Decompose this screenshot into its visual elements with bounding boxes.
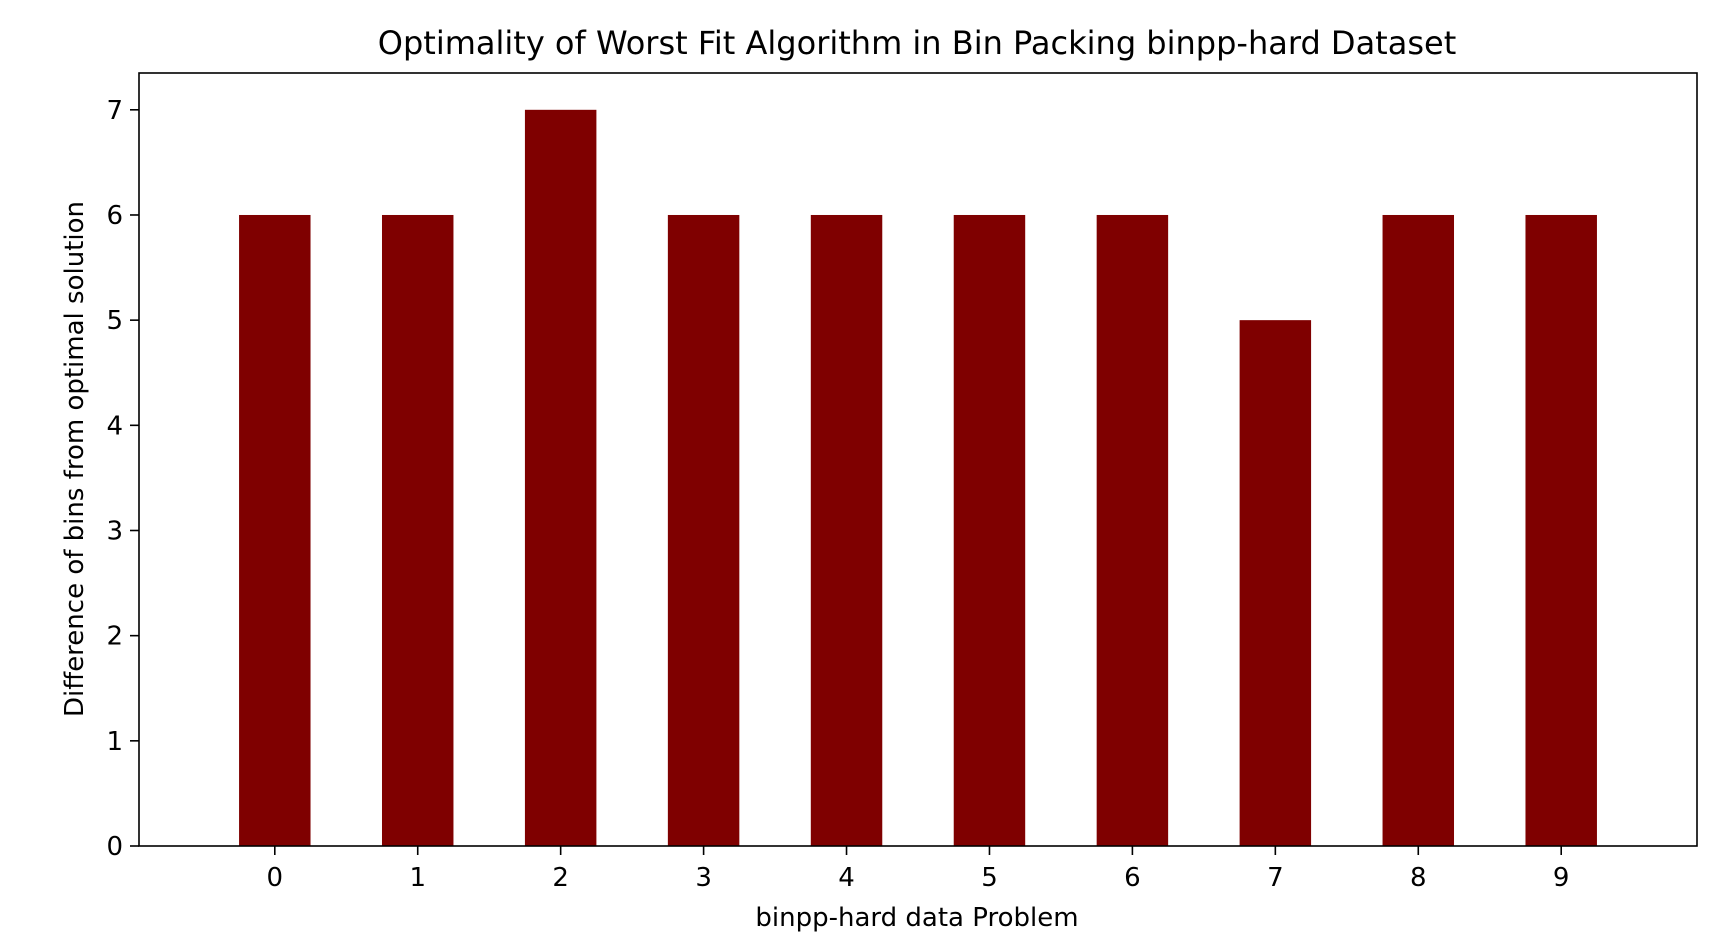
chart-title: Optimality of Worst Fit Algorithm in Bin… bbox=[378, 24, 1456, 62]
bar-5 bbox=[953, 214, 1026, 847]
x-tick-label: 8 bbox=[1410, 863, 1427, 893]
bar-3 bbox=[667, 214, 740, 847]
y-tick-label: 2 bbox=[106, 622, 123, 652]
bar-1 bbox=[381, 214, 454, 847]
x-axis-ticks: 0 1 2 3 4 5 6 7 8 9 bbox=[267, 846, 1570, 893]
x-tick-label: 2 bbox=[552, 863, 569, 893]
x-tick-label: 7 bbox=[1267, 863, 1284, 893]
bar-7 bbox=[1239, 320, 1312, 846]
x-axis-label: binpp-hard data Problem bbox=[755, 903, 1078, 933]
x-tick-label: 1 bbox=[409, 863, 426, 893]
bar-0 bbox=[239, 214, 311, 847]
y-tick-label: 6 bbox=[106, 201, 123, 231]
bar-4 bbox=[810, 214, 883, 847]
bar-8 bbox=[1382, 214, 1455, 847]
y-tick-label: 3 bbox=[106, 516, 123, 546]
bar-6 bbox=[1096, 214, 1169, 847]
y-tick-label: 0 bbox=[106, 832, 123, 862]
bars-group bbox=[239, 109, 1597, 847]
x-tick-label: 3 bbox=[695, 863, 712, 893]
plot-area-frame bbox=[138, 72, 1698, 847]
bar-2 bbox=[524, 109, 597, 846]
x-tick-label: 4 bbox=[838, 863, 855, 893]
x-tick-label: 0 bbox=[267, 863, 284, 893]
y-axis-ticks: 0 1 2 3 4 5 6 7 bbox=[106, 96, 139, 862]
y-tick-label: 1 bbox=[106, 727, 123, 757]
bar-9 bbox=[1525, 214, 1597, 847]
y-tick-label: 5 bbox=[106, 306, 123, 336]
y-tick-label: 4 bbox=[106, 411, 123, 441]
x-tick-label: 6 bbox=[1124, 863, 1141, 893]
x-tick-label: 5 bbox=[981, 863, 998, 893]
x-tick-label: 9 bbox=[1553, 863, 1570, 893]
y-axis-label: Difference of bins from optimal solution bbox=[60, 201, 90, 717]
y-tick-label: 7 bbox=[106, 96, 123, 126]
